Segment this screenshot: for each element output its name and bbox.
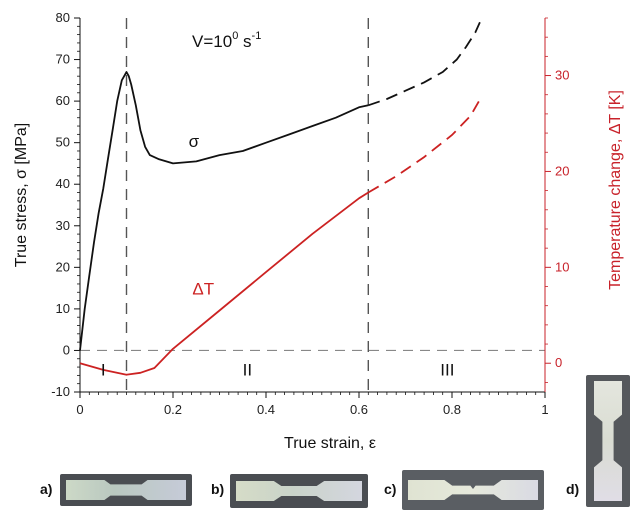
region-label: III (440, 360, 454, 379)
y-tick-label: 40 (56, 176, 70, 191)
y-tick-label: 10 (56, 301, 70, 316)
y2-tick-label: 30 (555, 68, 569, 83)
series-layer (79, 21, 481, 376)
x-tick-label: 0.6 (350, 402, 368, 417)
x-tick-label: 0.2 (164, 402, 182, 417)
region-label: I (101, 360, 106, 379)
x-tick-label: 0 (76, 402, 83, 417)
y-tick-label: 20 (56, 259, 70, 274)
y2-axis-title: Temperature change, ΔT [K] (607, 90, 624, 290)
specimen-photo-d (586, 375, 630, 507)
region-label: II (243, 360, 252, 379)
x-axis-title: True strain, ε (284, 435, 376, 452)
y-tick-label: 0 (63, 342, 70, 357)
specimen-shape-d (594, 381, 622, 501)
series-stress-dashed (368, 21, 481, 107)
y2-tick-label: 20 (555, 163, 569, 178)
y-tick-label: 50 (56, 135, 70, 150)
series-temperature-solid (79, 191, 369, 376)
x-tick-label: 0.8 (443, 402, 461, 417)
y-tick-label: 80 (56, 10, 70, 25)
photo-label-a: a) (40, 481, 53, 497)
photo-label-d: d) (566, 481, 580, 497)
y2-tick-label: 10 (555, 259, 569, 274)
series-stress-solid (79, 71, 369, 351)
y-tick-label: -10 (51, 384, 70, 399)
x-tick-label: 1 (541, 402, 548, 417)
specimen-photo-a (60, 474, 192, 506)
strain-rate-annotation: V=100 s-1 (192, 30, 261, 51)
guide-lines (80, 18, 545, 392)
y-axis-title: True stress, σ [MPa] (13, 123, 30, 267)
specimen-shape-b (236, 481, 362, 501)
specimen-photo-b (230, 474, 368, 508)
series-label: ΔT (192, 279, 214, 298)
specimen-photo-c (402, 470, 544, 510)
specimen-shape-a (66, 480, 186, 500)
y-tick-label: 30 (56, 218, 70, 233)
y2-tick-label: 0 (555, 355, 562, 370)
photo-label-c: c) (384, 481, 397, 497)
specimen-shape-c (408, 480, 538, 500)
y-tick-label: 60 (56, 93, 70, 108)
photo-label-b: b) (211, 481, 225, 497)
series-label: σ (189, 132, 200, 151)
series-temperature-dashed (367, 99, 481, 194)
y-tick-label: 70 (56, 52, 70, 67)
x-tick-label: 0.4 (257, 402, 275, 417)
